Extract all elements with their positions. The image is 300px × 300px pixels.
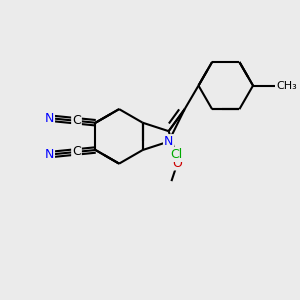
Text: Cl: Cl	[170, 148, 182, 161]
Text: C: C	[72, 146, 81, 158]
Text: N: N	[164, 135, 173, 148]
Text: N: N	[45, 112, 54, 124]
Text: C: C	[72, 114, 81, 127]
Text: N: N	[45, 148, 54, 161]
Text: CH₃: CH₃	[277, 81, 297, 91]
Text: methoxy: methoxy	[169, 180, 175, 181]
Text: O: O	[172, 157, 182, 169]
